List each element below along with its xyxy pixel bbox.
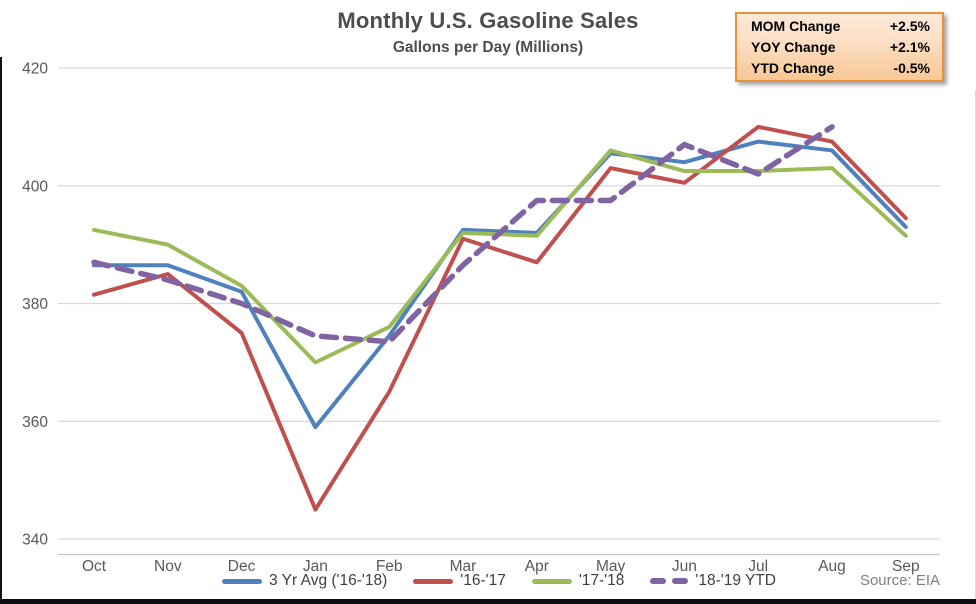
legend-swatch <box>531 578 572 584</box>
y-tick-label: 400 <box>22 178 48 195</box>
stat-value: +2.5% <box>889 17 930 34</box>
y-tick-label: 380 <box>22 296 48 313</box>
stat-row-yoy: YOY Change +2.1% <box>751 37 930 58</box>
stat-row-ytd: YTD Change -0.5% <box>751 58 930 79</box>
x-tick-label: Nov <box>154 558 182 575</box>
legend-label: '18-'19 YTD <box>695 572 776 589</box>
x-tick-label: Apr <box>525 558 549 575</box>
stat-value: +2.1% <box>889 38 930 55</box>
series-line <box>92 148 908 365</box>
legend-dash-mark <box>672 578 689 584</box>
frame-border-left <box>0 57 2 604</box>
x-tick-label: Dec <box>228 558 256 575</box>
stat-label: YOY Change <box>751 38 836 55</box>
legend-item: 3 Yr Avg ('16-'18) <box>222 572 387 590</box>
chart-legend: 3 Yr Avg ('16-'18) '16-'17 '17-'18 '18-'19 … <box>58 570 940 592</box>
x-tick-label: Oct <box>82 558 107 575</box>
y-tick-label: 340 <box>22 532 48 549</box>
y-tick-label: 360 <box>22 414 48 431</box>
legend-item: '17-'18 <box>531 572 625 590</box>
change-stats-box: MOM Change +2.5% YOY Change +2.1% YTD Ch… <box>735 12 944 82</box>
series-line <box>92 139 908 430</box>
x-tick-label: Feb <box>376 558 403 575</box>
chart-subtitle: Gallons per Day (Millions) <box>392 39 584 56</box>
x-tick-label: Sep <box>892 558 920 575</box>
x-tick-label: Jul <box>748 558 768 575</box>
legend-item: '18-'19 YTD <box>650 572 776 590</box>
series-line <box>91 124 835 345</box>
legend-line-mark <box>413 578 454 584</box>
x-tick-label: Mar <box>450 558 477 575</box>
frame-border-bottom <box>0 599 976 604</box>
stat-label: YTD Change <box>751 59 835 76</box>
legend-swatch <box>222 578 263 584</box>
legend-label: 3 Yr Avg ('16-'18) <box>269 572 388 589</box>
series-line <box>92 124 908 512</box>
chart-title: Monthly U.S. Gasoline Sales <box>337 8 639 33</box>
legend-item: '16-'17 <box>413 572 506 590</box>
legend-line-mark <box>222 578 263 584</box>
x-tick-label: Aug <box>818 558 846 575</box>
legend-dash-mark <box>650 578 667 584</box>
legend-label: '16-'17 <box>460 572 506 589</box>
x-tick-label: May <box>596 558 626 575</box>
stat-row-mom: MOM Change +2.5% <box>751 16 930 37</box>
x-tick-label: Jan <box>303 558 328 575</box>
x-tick-label: Jun <box>672 558 697 575</box>
legend-line-mark <box>531 578 572 584</box>
stat-label: MOM Change <box>751 17 841 34</box>
source-note: Source: EIA <box>859 572 940 589</box>
legend-swatch <box>413 578 454 584</box>
y-tick-label: 420 <box>22 61 48 78</box>
legend-swatch <box>650 578 689 584</box>
stat-value: -0.5% <box>893 59 930 76</box>
legend-label: '17-'18 <box>578 572 625 589</box>
